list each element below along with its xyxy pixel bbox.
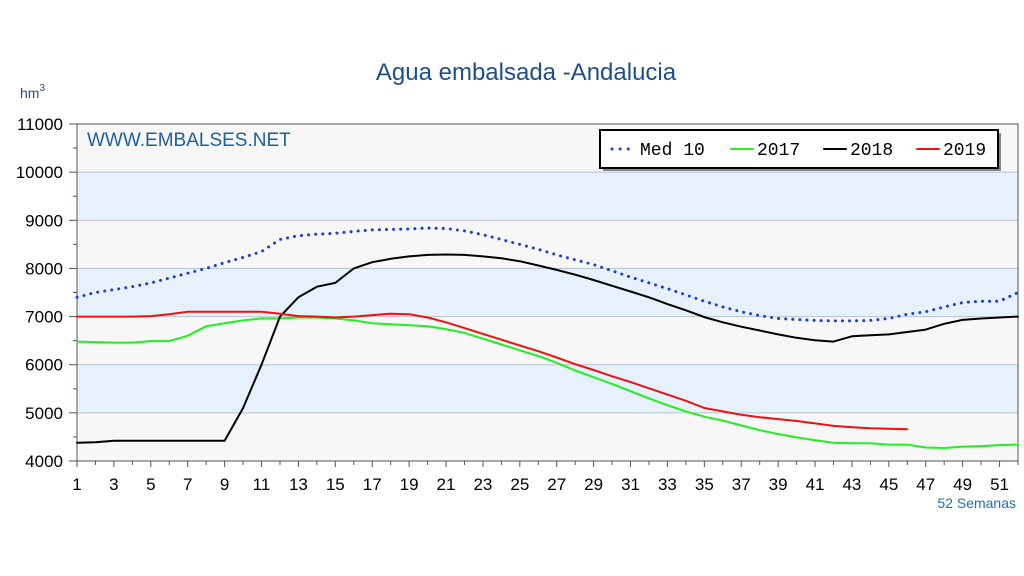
y-tick-label: 5000 <box>25 404 63 423</box>
legend-label: 2017 <box>757 141 800 161</box>
x-tick-label: 27 <box>547 475 566 494</box>
background-band <box>77 364 1018 413</box>
series-line-2019 <box>76 310 909 431</box>
x-tick-label: 21 <box>437 475 456 494</box>
legend-label: Med 10 <box>640 141 705 161</box>
x-tick-label: 43 <box>842 475 861 494</box>
x-tick-label: 9 <box>220 475 229 494</box>
x-tick-label: 5 <box>146 475 155 494</box>
y-axis-unit-superscript: 3 <box>39 83 45 94</box>
chart-title: Agua embalsada -Andalucia <box>376 59 677 86</box>
x-tick-label: 23 <box>473 475 492 494</box>
y-tick-label: 6000 <box>25 356 63 375</box>
series-line-med-10 <box>75 226 1020 323</box>
y-tick-label: 4000 <box>25 452 63 471</box>
x-tick-label: 1 <box>72 475 81 494</box>
x-tick-label: 37 <box>732 475 751 494</box>
background-band <box>77 172 1018 221</box>
y-tick-label: 8000 <box>25 259 63 278</box>
watermark-text: WWW.EMBALSES.NET <box>87 130 291 151</box>
y-axis-unit-base: hm <box>20 85 39 101</box>
x-tick-label: 19 <box>400 475 419 494</box>
legend-label: 2018 <box>850 141 893 161</box>
x-tick-label: 3 <box>109 475 118 494</box>
x-tick-label: 7 <box>183 475 192 494</box>
y-tick-label: 9000 <box>25 211 63 230</box>
y-tick-label: 10000 <box>16 163 63 182</box>
x-tick-label: 15 <box>326 475 345 494</box>
series-lines <box>75 226 1020 449</box>
series-line-2017 <box>76 316 1019 449</box>
x-tick-label: 47 <box>916 475 935 494</box>
x-tick-label: 41 <box>806 475 825 494</box>
x-axis-label: 52 Semanas <box>937 495 1016 511</box>
y-axis: 4000 5000 6000 7000 8000 9000 10000 11000 <box>16 115 77 471</box>
x-tick-label: 29 <box>584 475 603 494</box>
series-line-2018 <box>76 253 1019 444</box>
x-tick-label: 17 <box>363 475 382 494</box>
x-tick-label: 11 <box>253 475 271 494</box>
x-tick-label: 51 <box>990 475 1009 494</box>
background-band <box>77 412 1018 461</box>
y-axis-unit: hm3 <box>20 83 45 101</box>
x-tick-label: 49 <box>953 475 972 494</box>
y-tick-label: 7000 <box>25 308 63 327</box>
legend-label: 2019 <box>943 141 986 161</box>
x-tick-label: 35 <box>695 475 714 494</box>
background-band <box>77 268 1018 317</box>
x-tick-label: 31 <box>621 475 640 494</box>
background-band <box>77 316 1018 365</box>
legend: Med 10 2017 2018 2019 <box>599 129 1001 171</box>
x-axis: 1 3 5 7 9 11 13 15 17 19 21 23 25 27 29 31 33 35 37 39 41 43 4… <box>72 461 1019 494</box>
x-tick-label: 33 <box>658 475 677 494</box>
x-tick-label: 45 <box>879 475 898 494</box>
y-tick-label: 11000 <box>17 115 63 134</box>
x-tick-label: 39 <box>769 475 788 494</box>
background-band <box>77 220 1018 269</box>
x-tick-label: 13 <box>289 475 308 494</box>
x-tick-label: 25 <box>510 475 529 494</box>
background-bands <box>77 124 1018 461</box>
